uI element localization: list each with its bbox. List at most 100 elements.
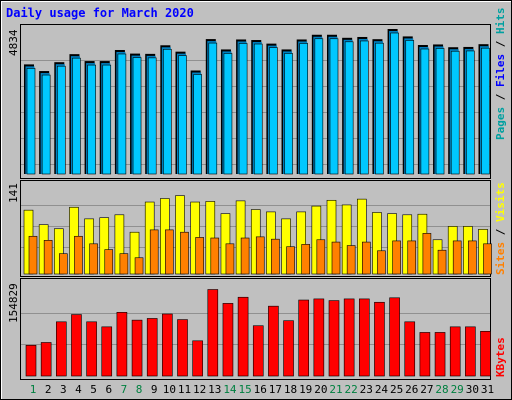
bar-sites-5 — [89, 243, 98, 275]
legend-sep-3: / — [494, 222, 507, 235]
bar-kbytes-7 — [116, 312, 128, 377]
bar-kbytes-5 — [86, 321, 97, 377]
bar-hits-27 — [420, 48, 430, 175]
bar-sites-16 — [255, 236, 265, 275]
bar-visits-23 — [356, 198, 367, 275]
bar-hits-11 — [178, 55, 187, 175]
bar-visits-7 — [114, 214, 125, 275]
bar-visits-8 — [129, 231, 140, 275]
panel-middle-max-label: 141 — [7, 183, 20, 203]
bar-kbytes-11 — [177, 319, 188, 377]
bar-kbytes-29 — [449, 326, 461, 377]
bar-kbytes-31 — [480, 331, 491, 377]
bar-hits-1 — [26, 68, 36, 175]
bar-kbytes-4 — [71, 314, 82, 377]
x-label-day-3: 3 — [60, 383, 67, 396]
bar-kbytes-8 — [131, 319, 143, 377]
bar-hits-26 — [405, 40, 415, 175]
bar-kbytes-27 — [419, 332, 431, 377]
bar-kbytes-30 — [465, 326, 476, 377]
bar-hits-31 — [481, 47, 490, 175]
x-label-day-18: 18 — [284, 383, 297, 396]
bar-hits-25 — [390, 32, 399, 175]
bar-hits-2 — [41, 74, 51, 175]
bar-sites-29 — [452, 240, 462, 275]
bar-hits-5 — [87, 64, 96, 175]
bar-kbytes-18 — [283, 320, 294, 377]
bar-hits-10 — [163, 48, 172, 175]
x-label-day-23: 23 — [360, 383, 373, 396]
bar-visits-15 — [235, 200, 246, 275]
bar-hits-12 — [193, 74, 202, 175]
legend-sites: Sites — [494, 242, 507, 275]
x-label-day-1: 1 — [30, 383, 37, 396]
bar-sites-7 — [119, 253, 129, 275]
bar-sites-9 — [149, 229, 159, 275]
bar-hits-17 — [269, 47, 278, 175]
bar-visits-6 — [99, 217, 110, 275]
x-label-day-7: 7 — [121, 383, 128, 396]
bar-sites-10 — [165, 229, 174, 275]
bar-sites-11 — [180, 231, 189, 275]
x-label-day-10: 10 — [163, 383, 176, 396]
panel-top-max-label: 4834 — [7, 29, 20, 56]
x-label-day-20: 20 — [314, 383, 327, 396]
bar-sites-28 — [437, 249, 447, 275]
bar-kbytes-15 — [237, 296, 249, 377]
bar-sites-19 — [301, 244, 311, 275]
legend-sep-2: / — [494, 34, 507, 47]
x-label-day-14: 14 — [223, 383, 237, 396]
bar-kbytes-1 — [25, 344, 37, 377]
x-label-day-8: 8 — [136, 383, 143, 396]
legend-visits: Visits — [494, 182, 507, 222]
x-label-day-30: 30 — [466, 383, 479, 396]
panel-middle-bars — [23, 195, 492, 275]
x-label-day-13: 13 — [208, 383, 221, 396]
bar-kbytes-12 — [192, 340, 203, 377]
bar-hits-16 — [253, 43, 263, 175]
bar-sites-15 — [240, 237, 250, 275]
x-label-day-31: 31 — [481, 383, 494, 396]
x-label-day-29: 29 — [451, 383, 464, 396]
bar-kbytes-2 — [40, 342, 52, 377]
bar-sites-20 — [316, 239, 326, 275]
legend-middle: Sites / Visits — [494, 182, 507, 275]
bar-visits-22 — [341, 204, 352, 275]
bar-hits-15 — [238, 43, 248, 175]
bar-hits-22 — [344, 41, 354, 175]
panel-bottom-bars — [25, 289, 491, 377]
bar-sites-25 — [392, 240, 401, 275]
bar-sites-26 — [407, 240, 417, 275]
bar-kbytes-22 — [343, 298, 355, 377]
x-label-day-17: 17 — [269, 383, 282, 396]
x-label-day-26: 26 — [405, 383, 418, 396]
x-label-day-12: 12 — [193, 383, 206, 396]
bar-kbytes-13 — [207, 289, 219, 377]
legend-pages: Pages — [494, 107, 507, 140]
bar-kbytes-28 — [434, 332, 446, 377]
bar-sites-22 — [346, 245, 356, 275]
bar-sites-12 — [195, 237, 204, 275]
legend-bottom: KBytes — [494, 337, 507, 377]
bar-hits-9 — [147, 57, 157, 175]
bar-kbytes-20 — [313, 298, 325, 377]
x-label-day-9: 9 — [151, 383, 158, 396]
legend-hits: Hits — [494, 8, 507, 35]
bar-kbytes-9 — [146, 318, 158, 377]
x-label-day-25: 25 — [390, 383, 403, 396]
x-label-day-6: 6 — [105, 383, 112, 396]
bar-kbytes-14 — [222, 303, 234, 377]
bar-sites-31 — [483, 243, 492, 275]
bar-kbytes-26 — [404, 321, 416, 377]
bar-visits-21 — [326, 199, 337, 275]
bar-sites-6 — [104, 249, 114, 275]
bar-sites-4 — [74, 235, 83, 275]
panel-top: 4834 — [7, 24, 491, 179]
bar-kbytes-17 — [268, 305, 279, 377]
bar-kbytes-23 — [358, 298, 370, 377]
chart-title: Daily usage for March 2020 — [6, 6, 194, 20]
bar-sites-18 — [286, 246, 295, 275]
bar-hits-30 — [466, 50, 475, 175]
bar-kbytes-25 — [389, 297, 400, 377]
